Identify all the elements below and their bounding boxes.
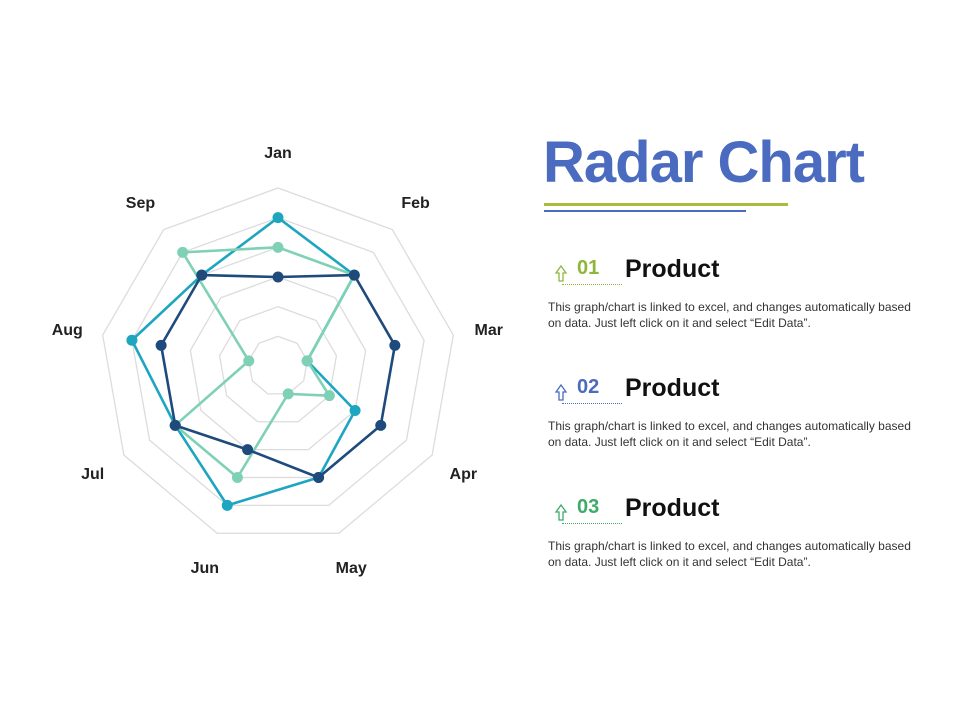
data-point — [272, 212, 284, 224]
data-point — [196, 269, 208, 281]
grid-ring — [131, 216, 425, 507]
data-point — [389, 339, 401, 351]
dotted-divider — [562, 523, 622, 524]
up-arrow-icon — [554, 504, 568, 521]
up-arrow-icon — [554, 265, 568, 282]
product-number: 01 — [577, 257, 600, 279]
category-label: Jan — [264, 145, 292, 162]
category-label: Feb — [401, 195, 430, 212]
series-line — [159, 273, 397, 479]
data-point — [301, 355, 313, 367]
data-point — [231, 472, 243, 484]
product-item-1: 01 Product This graph/chart is linked to… — [548, 255, 928, 335]
product-heading: Product — [625, 374, 720, 402]
data-point — [272, 271, 284, 283]
data-point — [313, 472, 325, 484]
product-item-3: 03 Product This graph/chart is linked to… — [548, 494, 928, 574]
data-point — [243, 355, 255, 367]
data-point — [349, 405, 361, 416]
grid-ring — [248, 335, 308, 395]
category-label: Apr — [450, 466, 478, 483]
category-label: Sep — [126, 195, 156, 212]
data-point — [272, 241, 284, 253]
page-title: Radar Chart — [543, 130, 865, 195]
product-description: This graph/chart is linked to excel, and… — [548, 419, 911, 449]
data-point — [155, 339, 167, 351]
data-point — [169, 419, 181, 431]
data-point — [177, 246, 189, 258]
product-description: This graph/chart is linked to excel, and… — [548, 300, 911, 330]
data-point — [323, 390, 335, 402]
title-underline-secondary — [544, 210, 746, 212]
title-underline-primary — [544, 203, 788, 206]
data-point — [221, 499, 233, 511]
category-label: Mar — [475, 322, 503, 339]
data-point — [348, 269, 360, 281]
product-description: This graph/chart is linked to excel, and… — [548, 539, 911, 569]
category-label: Jul — [81, 466, 104, 483]
dotted-divider — [562, 284, 622, 285]
product-number: 03 — [577, 496, 600, 518]
category-label: Aug — [52, 322, 83, 339]
product-item-2: 02 Product This graph/chart is linked to… — [548, 374, 928, 454]
grid-ring — [218, 305, 338, 423]
radar-chart: Jan Feb Mar Apr May Jun Jul Aug Sep — [52, 145, 503, 577]
grid-ring — [102, 187, 454, 534]
data-point — [282, 388, 294, 400]
data-point — [126, 334, 138, 346]
grid-ring — [189, 276, 367, 451]
dotted-divider — [562, 403, 622, 404]
up-arrow-icon — [554, 384, 568, 401]
series-line — [173, 246, 356, 479]
category-label: May — [336, 560, 367, 577]
product-heading: Product — [625, 255, 720, 283]
radar-category-labels: Jan Feb Mar Apr May Jun Jul Aug Sep — [52, 145, 503, 577]
product-number: 02 — [577, 376, 600, 398]
radar-grid — [102, 187, 454, 534]
category-label: Jun — [191, 560, 219, 577]
data-point — [375, 419, 387, 431]
product-heading: Product — [625, 494, 720, 522]
series-3 — [155, 269, 401, 484]
data-point — [242, 444, 254, 456]
radar-series — [126, 212, 401, 511]
